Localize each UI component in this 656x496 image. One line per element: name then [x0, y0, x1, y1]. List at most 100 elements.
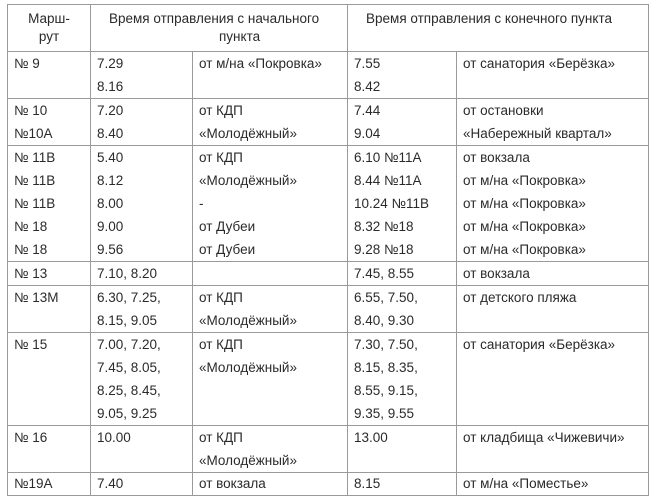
start-place-line: от Дубеи — [199, 242, 256, 257]
end-times-line: 8.42 — [354, 79, 381, 94]
route-line: № 11В — [14, 173, 56, 188]
start-place-line: от КДП — [199, 150, 243, 165]
end-place-line: «Набережный квартал» — [463, 126, 612, 141]
end-times-line: 10.24 №11В — [354, 196, 430, 211]
start-times-cell: 7.20 8.40 — [90, 98, 193, 146]
start-place-cell: от КДП «Молодёжный» — [191, 285, 349, 333]
start-times-line: 8.25, 8.45, — [97, 383, 161, 398]
start-place-line: от КДП — [199, 103, 243, 118]
end-times-cell: 7.30, 7.50, 8.15, 8.35, 8.55, 9.15, 9.35, 9… — [347, 332, 458, 426]
start-times-line: 8.40 — [97, 126, 124, 141]
start-times-line: 7.45, 8.05, — [97, 360, 161, 375]
route-line: № 11В — [14, 150, 56, 165]
start-times-line: 8.15, 9.05 — [97, 313, 158, 328]
end-times-line: 9.35, 9.55 — [354, 406, 415, 421]
end-place-line: от м/на «Покровка» — [463, 173, 586, 188]
end-place-line: от м/на «Покровка» — [463, 242, 586, 257]
start-times-line: 8.16 — [97, 79, 124, 94]
route-cell: № 16 — [7, 425, 91, 473]
end-place-cell: от санатория «Берёзка» — [456, 332, 650, 426]
start-times-cell: 6.30, 7.25, 8.15, 9.05 — [90, 285, 193, 333]
end-times-line: 9.04 — [354, 126, 381, 141]
route-cell: № 15 — [7, 332, 91, 426]
start-place-cell: от КДП «Молодёжный» — [191, 425, 349, 473]
table-row: № 11В № 11В № 11В № 18 № 18 5.40 8.12 8.00 9.00 9… — [7, 145, 650, 262]
start-place-cell: от КДП «Молодёжный» - от Дубеи от Дубеи — [191, 145, 349, 262]
route-cell: № 13М — [7, 285, 91, 333]
start-place-line: от КДП — [199, 430, 243, 445]
end-times-line: 7.55 — [354, 56, 381, 71]
end-times-line: 13.00 — [354, 430, 388, 445]
end-place-line: от остановки — [463, 103, 544, 118]
route-line: № 15 — [14, 337, 48, 352]
route-line: № 18 — [14, 242, 48, 257]
start-times-line: 9.05, 9.25 — [97, 406, 158, 421]
start-times-cell: 5.40 8.12 8.00 9.00 9.56 — [90, 145, 193, 262]
end-times-line: 8.15, 8.35, — [354, 360, 418, 375]
start-place-cell: от вокзала — [191, 472, 349, 496]
end-times-line: 9.28 №18 — [354, 242, 414, 257]
end-place-line: от санатория «Берёзка» — [463, 56, 616, 71]
start-times-line: 5.40 — [97, 150, 124, 165]
end-place-cell: от детского пляжа — [456, 285, 650, 333]
end-times-cell: 7.55 8.42 — [347, 51, 458, 99]
route-line: №10А — [14, 126, 53, 141]
end-place-line: от детского пляжа — [463, 290, 577, 305]
schedule-body: № 9 7.29 8.16 от м/на «Покровка» 7.55 8.42 от … — [7, 51, 650, 496]
table-row: № 13 7.10, 8.20 7.45, 8.55 от вокзала — [7, 261, 650, 286]
route-line: № 9 — [14, 56, 40, 71]
end-place-cell: от остановки «Набережный квартал» — [456, 98, 650, 146]
end-times-line: 7.45, 8.55 — [354, 266, 415, 281]
end-times-line: 8.44 №11А — [354, 173, 422, 188]
end-place-line: от вокзала — [463, 150, 530, 165]
route-cell: № 13 — [7, 261, 91, 286]
start-place-line: «Молодёжный» — [199, 126, 297, 141]
table-row: №19А 7.40 от вокзала 8.15 от м/на «Поместье» — [7, 472, 650, 496]
start-times-line: 7.40 — [97, 476, 124, 491]
start-times-cell: 7.29 8.16 — [90, 51, 193, 99]
end-place-line: от м/на «Поместье» — [463, 476, 589, 491]
start-place-cell — [191, 261, 349, 286]
start-place-line: от КДП — [199, 290, 243, 305]
route-cell: №19А — [7, 472, 91, 496]
table-header-row: Марш- рут Время отправления с начального… — [7, 4, 650, 52]
start-times-line: 7.20 — [97, 103, 124, 118]
end-place-cell: от кладбища «Чижевичи» — [456, 425, 650, 473]
end-place-line: от м/на «Покровка» — [463, 196, 586, 211]
start-place-line: - — [199, 196, 204, 211]
end-times-line: 7.44 — [354, 103, 381, 118]
start-times-line: 8.12 — [97, 173, 124, 188]
table-row: № 15 7.00, 7.20, 7.45, 8.05, 8.25, 8.45, 9.0… — [7, 332, 650, 426]
start-times-line: 7.00, 7.20, — [97, 337, 161, 352]
start-place-cell: от м/на «Покровка» — [191, 51, 349, 99]
end-times-cell: 6.55, 7.50, 8.40, 9.30 — [347, 285, 458, 333]
end-times-cell: 7.44 9.04 — [347, 98, 458, 146]
start-times-line: 7.10, 8.20 — [97, 266, 158, 281]
route-cell: № 11В № 11В № 11В № 18 № 18 — [7, 145, 91, 262]
route-cell: № 10 №10А — [7, 98, 91, 146]
start-place-line: «Молодёжный» — [199, 360, 297, 375]
table-row: № 16 10.00 от КДП «Молодёжный» 13.00 от кладб… — [7, 425, 650, 473]
end-times-line: 6.55, 7.50, — [354, 290, 418, 305]
end-place-cell: от вокзала от м/на «Покровка» от м/на «Пок… — [456, 145, 650, 262]
route-line: № 16 — [14, 430, 48, 445]
end-place-line: от м/на «Покровка» — [463, 219, 586, 234]
end-times-cell: 13.00 — [347, 425, 458, 473]
start-place-line: «Молодёжный» — [199, 313, 297, 328]
end-times-line: 8.15 — [354, 476, 381, 491]
start-times-cell: 7.10, 8.20 — [90, 261, 193, 286]
route-line: №19А — [14, 476, 53, 491]
bus-schedule-table: Марш- рут Время отправления с начального… — [7, 4, 650, 496]
start-place-line: «Молодёжный» — [199, 453, 297, 468]
start-place-cell: от КДП «Молодёжный» — [191, 98, 349, 146]
end-place-cell: от вокзала — [456, 261, 650, 286]
start-place-line: «Молодёжный» — [199, 173, 297, 188]
start-place-cell: от КДП «Молодёжный» — [191, 332, 349, 426]
end-times-cell: 6.10 №11А 8.44 №11А 10.24 №11В 8.32 №18 9.28… — [347, 145, 458, 262]
start-times-cell: 7.00, 7.20, 7.45, 8.05, 8.25, 8.45, 9.05, 9… — [90, 332, 193, 426]
start-times-line: 6.30, 7.25, — [97, 290, 161, 305]
table-row: № 10 №10А 7.20 8.40 от КДП «Молодёжный» 7.44 9.… — [7, 98, 650, 146]
start-times-line: 10.00 — [97, 430, 131, 445]
end-place-line: от вокзала — [463, 266, 530, 281]
end-place-line: от кладбища «Чижевичи» — [463, 430, 625, 445]
